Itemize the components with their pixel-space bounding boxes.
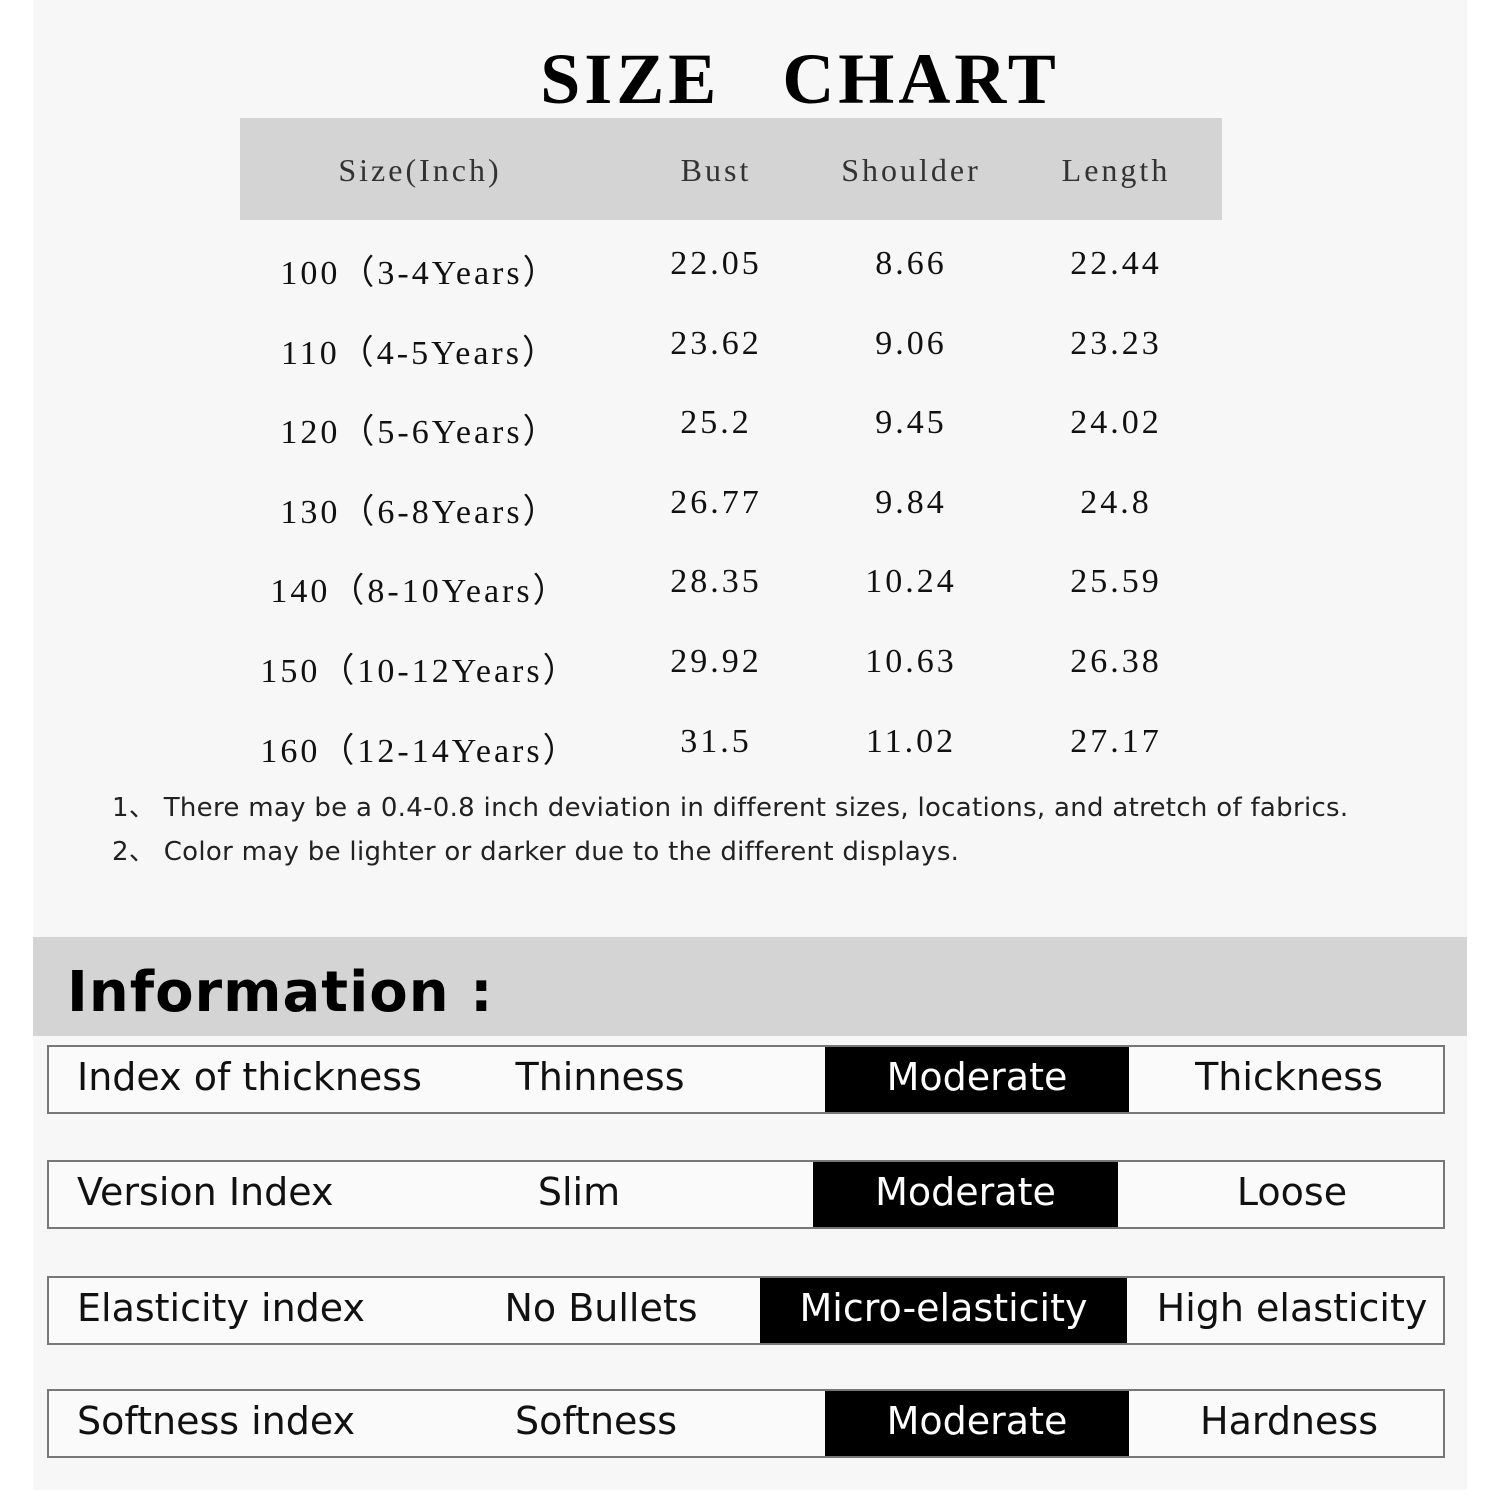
info-option: Softness — [514, 1399, 678, 1443]
info-option-selected: Micro-elasticity — [760, 1278, 1127, 1343]
info-option: No Bullets — [504, 1286, 698, 1330]
info-option-selected-label: Micro-elasticity — [799, 1286, 1088, 1330]
table-cell-size: 120（5-6Years） — [280, 414, 560, 451]
info-row: Softness index Softness Moderate Hardness — [47, 1389, 1445, 1458]
table-cell-shoulder: 8.66 — [875, 245, 947, 282]
page-title: SIZE CHART — [540, 39, 1060, 119]
table-cell-bust: 31.5 — [680, 723, 752, 760]
info-option-selected-label: Moderate — [875, 1170, 1056, 1214]
table-cell-bust: 23.62 — [670, 325, 762, 362]
info-option-selected-label: Moderate — [886, 1055, 1068, 1099]
table-cell-shoulder: 9.84 — [875, 484, 947, 521]
table-cell-size: 160（12-14Years） — [260, 733, 580, 770]
table-cell-size: 140（8-10Years） — [270, 573, 570, 610]
information-title: Information : — [67, 960, 494, 1025]
column-header-size: Size(Inch) — [338, 152, 502, 188]
info-row-label: Index of thickness — [77, 1055, 422, 1099]
table-cell-bust: 22.05 — [670, 245, 762, 282]
table-cell-bust: 26.77 — [670, 484, 762, 521]
table-cell-length: 27.17 — [1070, 723, 1162, 760]
info-option-selected: Moderate — [813, 1162, 1118, 1227]
table-cell-shoulder: 10.24 — [865, 563, 957, 600]
table-cell-shoulder: 9.06 — [875, 325, 947, 362]
note-1: 1、 There may be a 0.4-0.8 inch deviation… — [112, 793, 1349, 823]
table-cell-shoulder: 9.45 — [875, 404, 947, 441]
info-option-selected: Moderate — [825, 1047, 1129, 1112]
info-option-selected-label: Moderate — [886, 1399, 1068, 1443]
info-option: Thickness — [1195, 1055, 1383, 1099]
info-option: Loose — [1236, 1170, 1348, 1214]
table-cell-length: 24.02 — [1070, 404, 1162, 441]
info-option: Hardness — [1200, 1399, 1378, 1443]
table-cell-bust: 28.35 — [670, 563, 762, 600]
table-cell-shoulder: 10.63 — [865, 643, 957, 680]
info-row-label: Version Index — [77, 1170, 334, 1214]
info-option-selected: Moderate — [825, 1391, 1129, 1456]
table-header-band — [240, 118, 1222, 220]
table-cell-length: 24.8 — [1080, 484, 1152, 521]
information-header — [33, 937, 1467, 1036]
column-header-shoulder: Shoulder — [841, 152, 981, 188]
table-cell-size: 110（4-5Years） — [281, 335, 559, 372]
column-header-bust: Bust — [680, 152, 752, 188]
table-cell-length: 22.44 — [1070, 245, 1162, 282]
table-cell-shoulder: 11.02 — [865, 723, 957, 760]
info-option: Thinness — [515, 1055, 685, 1099]
table-cell-length: 23.23 — [1070, 325, 1162, 362]
table-cell-bust: 29.92 — [670, 643, 762, 680]
table-cell-length: 25.59 — [1070, 563, 1162, 600]
table-cell-size: 100（3-4Years） — [280, 255, 560, 292]
info-row: Index of thickness Thinness Moderate Thickn… — [47, 1045, 1445, 1114]
note-2: 2、 Color may be lighter or darker due to… — [112, 837, 960, 867]
table-cell-length: 26.38 — [1070, 643, 1162, 680]
background-panel — [33, 0, 1467, 1490]
info-option: High elasticity — [1156, 1286, 1428, 1330]
info-row: Elasticity index No Bullets Micro-elastici… — [47, 1276, 1445, 1345]
table-cell-size: 150（10-12Years） — [260, 653, 580, 690]
column-header-length: Length — [1061, 152, 1171, 188]
info-row-label: Elasticity index — [77, 1286, 365, 1330]
info-row-label: Softness index — [77, 1399, 356, 1443]
table-cell-size: 130（6-8Years） — [280, 494, 560, 531]
info-option: Slim — [537, 1170, 621, 1214]
info-row: Version Index Slim Moderate Loose — [47, 1160, 1445, 1229]
table-cell-bust: 25.2 — [680, 404, 752, 441]
